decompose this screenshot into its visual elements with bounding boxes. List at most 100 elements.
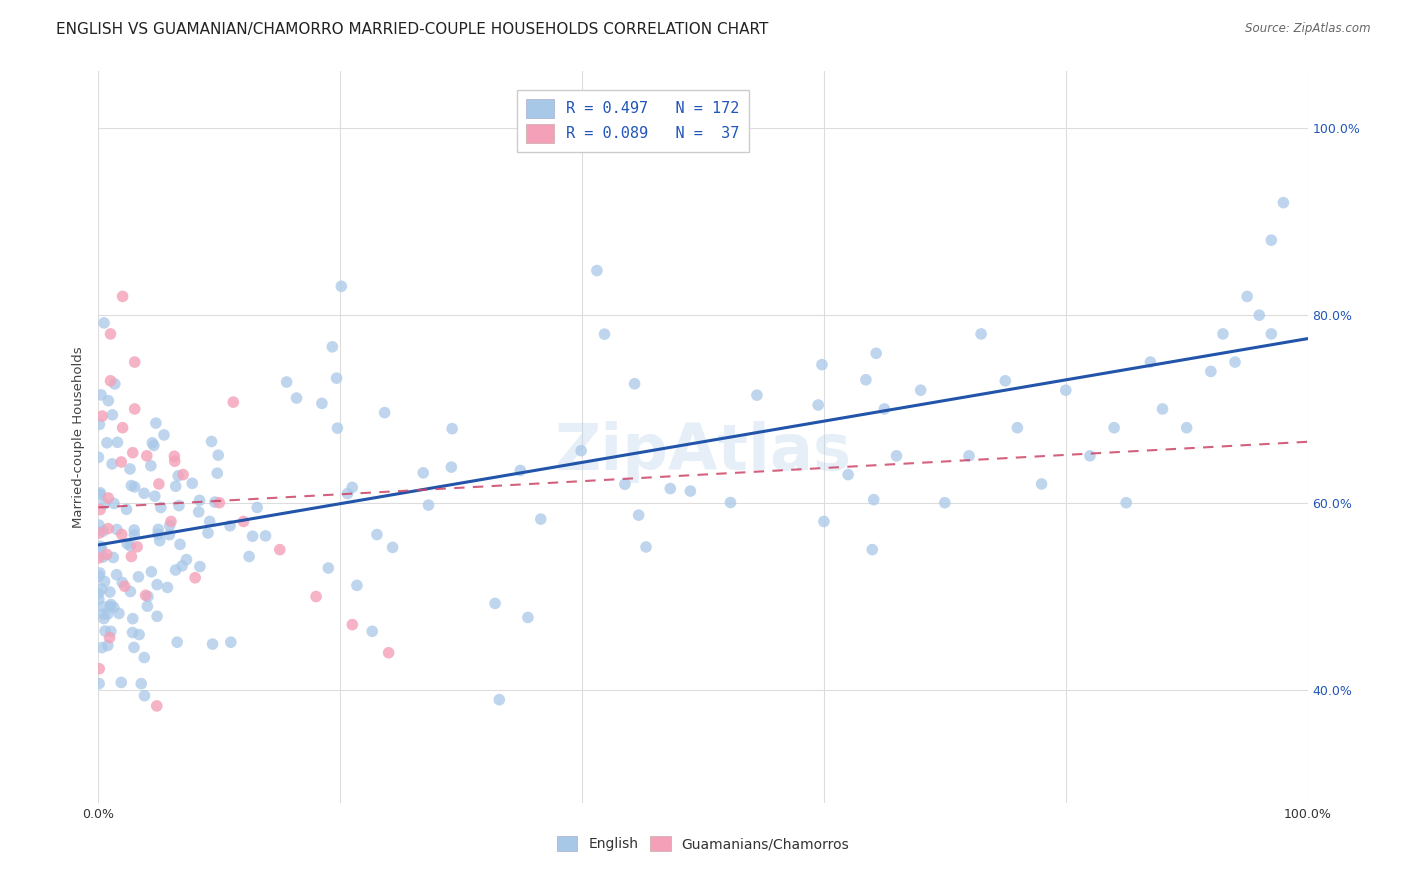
Point <box>97 607 120 621</box>
Point <box>159 518 181 533</box>
Point <box>613 477 636 491</box>
Point <box>837 467 859 482</box>
Point <box>346 578 368 592</box>
Point <box>374 406 396 420</box>
Point <box>1031 477 1053 491</box>
Point <box>516 610 538 624</box>
Point <box>136 590 159 604</box>
Point <box>87 586 110 600</box>
Point <box>1139 355 1161 369</box>
Point <box>441 422 464 436</box>
Point <box>1078 449 1101 463</box>
Point <box>141 435 163 450</box>
Point <box>361 624 384 639</box>
Point <box>97 639 120 653</box>
Point <box>865 346 887 360</box>
Point <box>107 435 129 450</box>
Point <box>269 542 291 557</box>
Point <box>187 505 209 519</box>
Point <box>120 549 142 564</box>
Point <box>910 383 932 397</box>
Point <box>145 416 167 430</box>
Point <box>855 373 877 387</box>
Point <box>111 527 134 541</box>
Point <box>90 640 112 655</box>
Point <box>124 401 146 416</box>
Point <box>89 486 111 500</box>
Point <box>242 529 264 543</box>
Point <box>104 376 127 391</box>
Point <box>886 449 908 463</box>
Point <box>208 496 231 510</box>
Point <box>114 579 136 593</box>
Point <box>1175 420 1198 434</box>
Point <box>111 575 134 590</box>
Point <box>101 408 124 422</box>
Point <box>167 499 190 513</box>
Point <box>1260 233 1282 247</box>
Point <box>97 393 120 408</box>
Point <box>325 371 347 385</box>
Point <box>232 515 254 529</box>
Point <box>157 527 180 541</box>
Point <box>89 488 111 502</box>
Point <box>124 528 146 542</box>
Point <box>156 581 179 595</box>
Point <box>873 401 896 416</box>
Point <box>163 449 186 463</box>
Point <box>219 635 242 649</box>
Point <box>128 627 150 641</box>
Point <box>134 689 156 703</box>
Point <box>201 637 224 651</box>
Point <box>530 512 553 526</box>
Point <box>176 552 198 566</box>
Point <box>381 541 404 555</box>
Point <box>484 596 506 610</box>
Text: ZipAtlas: ZipAtlas <box>554 421 852 483</box>
Point <box>970 326 993 341</box>
Text: ENGLISH VS GUAMANIAN/CHAMORRO MARRIED-COUPLE HOUSEHOLDS CORRELATION CHART: ENGLISH VS GUAMANIAN/CHAMORRO MARRIED-CO… <box>56 22 769 37</box>
Point <box>98 631 121 645</box>
Point <box>87 518 110 533</box>
Point <box>89 526 111 541</box>
Point <box>1007 420 1029 434</box>
Point <box>1152 401 1174 416</box>
Point <box>238 549 260 564</box>
Y-axis label: Married-couple Households: Married-couple Households <box>72 346 86 528</box>
Point <box>219 518 242 533</box>
Point <box>129 676 152 690</box>
Point <box>172 558 194 573</box>
Point <box>100 374 122 388</box>
Point <box>146 698 169 713</box>
Point <box>127 570 149 584</box>
Point <box>89 662 111 676</box>
Point <box>377 646 399 660</box>
Point <box>135 449 157 463</box>
Point <box>122 523 145 537</box>
Point <box>1199 364 1222 378</box>
Point <box>149 533 172 548</box>
Point <box>340 480 363 494</box>
Point <box>146 527 169 541</box>
Point <box>488 692 510 706</box>
Point <box>720 495 742 509</box>
Point <box>200 434 222 449</box>
Point <box>103 600 125 615</box>
Point <box>121 612 143 626</box>
Point <box>121 625 143 640</box>
Point <box>94 624 117 638</box>
Point <box>110 455 132 469</box>
Point <box>127 540 149 554</box>
Point <box>105 567 128 582</box>
Point <box>440 460 463 475</box>
Point <box>115 502 138 516</box>
Point <box>148 477 170 491</box>
Point <box>593 327 616 342</box>
Point <box>93 607 115 621</box>
Point <box>745 388 768 402</box>
Point <box>366 527 388 541</box>
Point <box>120 584 142 599</box>
Point <box>134 650 156 665</box>
Point <box>100 598 122 612</box>
Text: Source: ZipAtlas.com: Source: ZipAtlas.com <box>1246 22 1371 36</box>
